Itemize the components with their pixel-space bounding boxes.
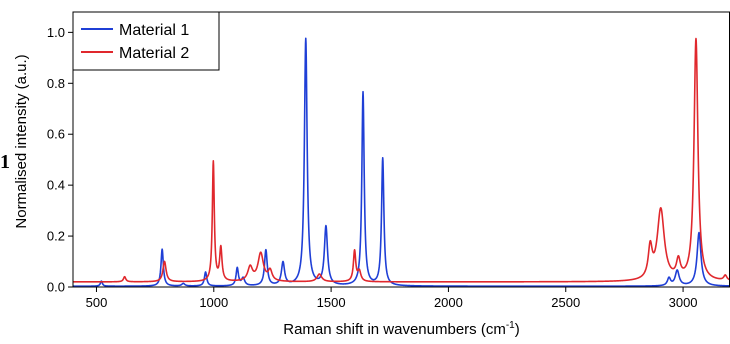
legend-label-material-1: Material 1 [119, 22, 189, 39]
legend: Material 1 Material 2 [72, 11, 220, 71]
y-tick-label: 0.2 [47, 229, 65, 244]
series-line-1 [72, 37, 730, 287]
x-tick-label: 1000 [199, 295, 228, 310]
y-tick-label: 0.6 [47, 127, 65, 142]
stray-label: 1 [0, 151, 10, 173]
legend-box [72, 11, 220, 71]
x-tick-label: 2000 [434, 295, 463, 310]
y-tick-label: 0.4 [47, 178, 65, 193]
y-tick-label: 0.0 [47, 280, 65, 295]
y-tick-label: 1.0 [47, 25, 65, 40]
series-line-2 [72, 37, 730, 283]
x-tick-label: 2500 [551, 295, 580, 310]
x-axis-title: Raman shift in wavenumbers (cm-1) [283, 320, 519, 338]
x-tick-label: 500 [86, 295, 108, 310]
y-axis-title: Normalised intensity (a.u.) [13, 54, 30, 228]
x-tick-label: 3000 [669, 295, 698, 310]
series-layer [72, 37, 730, 287]
x-tick-label: 1500 [317, 295, 346, 310]
legend-label-material-2: Material 2 [119, 45, 189, 62]
y-tick-label: 0.8 [47, 76, 65, 91]
